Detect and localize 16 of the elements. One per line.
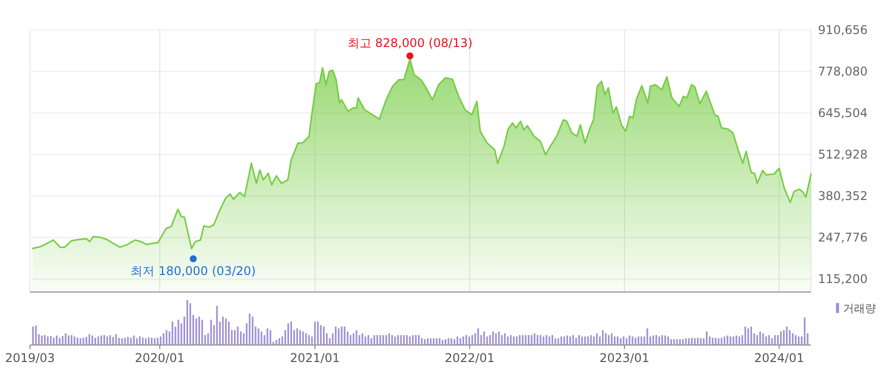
annotation: 최고 828,000 (08/13) — [347, 36, 472, 50]
y-tick-label: 645,504 — [818, 106, 868, 120]
x-tick-label: 2020/01 — [134, 351, 185, 365]
annotation: 최저 180,000 (03/20) — [130, 264, 256, 278]
x-tick-label: 2022/01 — [444, 351, 495, 365]
x-tick-label: 2019/03 — [5, 351, 55, 365]
x-tick-label: 2024/01 — [754, 351, 804, 365]
x-tick-label: 2023/01 — [600, 351, 650, 365]
y-tick-label: 910,656 — [818, 23, 868, 37]
y-tick-label: 247,776 — [818, 230, 868, 245]
x-tick-label: 2021/01 — [290, 351, 340, 365]
y-tick-label: 115,200 — [818, 272, 868, 286]
y-tick-label: 778,080 — [818, 64, 868, 79]
legend-label: 거래량 — [843, 302, 876, 315]
y-tick-label: 512,928 — [818, 148, 868, 162]
y-tick-label: 380,352 — [818, 189, 868, 204]
